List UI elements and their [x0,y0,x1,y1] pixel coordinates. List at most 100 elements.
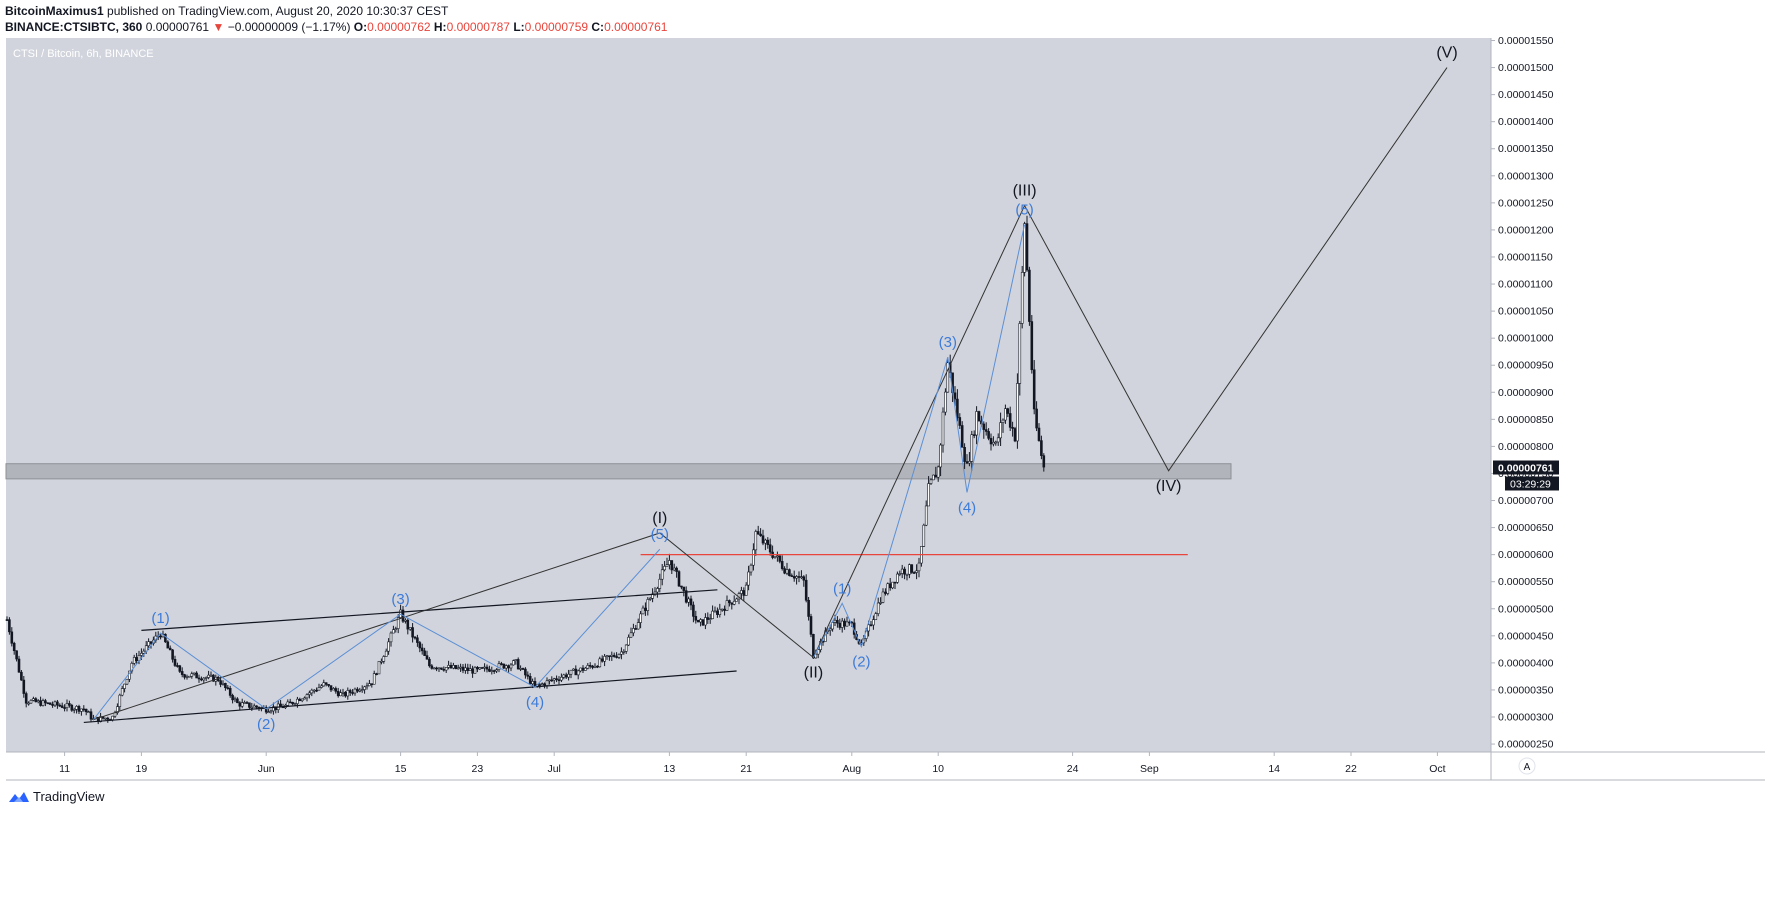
candle-body [418,642,422,649]
candle-body [972,434,976,436]
candle-body [545,680,549,686]
candle-body [533,681,537,687]
candle-body [687,598,690,603]
candle-body [207,674,210,678]
y-tick-label: 0.00000250 [1498,739,1554,751]
low-label: L: [513,20,525,34]
candle-body [584,667,587,671]
candle-body [629,632,633,638]
candle-body [759,533,762,537]
candle-body [543,683,546,686]
brand-name: TradingView [33,789,105,804]
y-tick-label: 0.00001050 [1498,306,1554,318]
candle-body [17,658,21,673]
candle-body [569,669,573,675]
candle-body [521,668,525,670]
candle-body [197,677,201,680]
candle-body [891,581,894,589]
candle-body [548,679,551,682]
candle-body [178,665,182,672]
price-axis[interactable] [1491,38,1765,752]
candle-body [336,691,340,697]
candle-body [958,417,962,426]
candle-body [1006,408,1010,414]
candle-body [516,659,520,670]
candle-body [790,575,794,577]
chart-pane[interactable] [6,38,1491,752]
y-tick-label: 0.00000650 [1498,522,1554,534]
candle-body [845,621,849,627]
last-price: 0.00000761 [145,20,210,34]
candle-body [60,705,64,708]
candle-body [48,702,52,705]
candle-body [212,674,215,682]
wave-major-label-3: (III) [1013,183,1037,200]
candle-body [428,658,431,667]
candle-body [264,707,268,713]
price-tag-box [1493,460,1559,475]
close-value: 0.00000761 [604,20,668,34]
candle-body [442,668,446,671]
candle-body [900,568,904,574]
candle-body [752,549,755,566]
x-tick-label: Aug [842,763,861,775]
candle-body [58,704,62,707]
candle-body [240,702,244,707]
candle-body [802,576,806,581]
candle-body [893,581,897,584]
wave-minor-2-path [812,224,1026,658]
candle-body [377,661,381,675]
candle-body [478,667,482,670]
candle-body [10,631,14,644]
candle-body [704,617,707,626]
candle-body [788,569,791,576]
author-name[interactable]: BitcoinMaximus1 [5,4,104,18]
y-tick-label: 0.00000450 [1498,630,1554,642]
auto-scale-button[interactable] [1518,757,1536,775]
candle-body [941,411,945,446]
candle-body [960,425,964,448]
candle-body [358,689,362,692]
candle-body [840,620,844,628]
x-tick-label: 10 [932,763,944,775]
candle-body [761,535,765,544]
candle-body [528,676,532,685]
y-tick-label: 0.00000500 [1498,603,1554,615]
candle-body [915,570,918,573]
candle-body [644,607,647,611]
open-value: 0.00000762 [367,20,431,34]
candle-body [39,700,42,706]
candle-body [209,674,213,677]
x-tick-label: 15 [395,763,407,775]
candle-body [1020,272,1024,324]
candle-body [648,598,652,600]
candle-body [944,391,947,413]
candle-body [500,663,503,665]
wave-minor-1-label-3: (3) [391,591,409,608]
x-tick-label: 22 [1345,763,1357,775]
y-tick-label: 0.00001550 [1498,35,1554,47]
candle-body [956,398,959,418]
candle-body [171,649,174,660]
candle-body [84,708,88,713]
footer-brand[interactable]: TradingView [8,789,105,804]
candle-body [634,628,638,630]
wave-major-label-5: (V) [1436,45,1457,62]
candle-body [248,702,251,708]
candle-body [195,672,198,679]
candle-body [581,667,585,671]
candle-body [449,665,453,669]
candle-body [372,673,376,685]
candle-body [744,584,748,596]
y-tick-label: 0.00001500 [1498,62,1554,74]
symbol-label: BINANCE:CTSIBTC, 360 [5,20,143,34]
candle-body [406,619,410,630]
wave-minor-2-label-3: (3) [939,334,957,351]
wave-major-label-4: (IV) [1156,478,1182,495]
x-tick-label: 24 [1067,763,1079,775]
candle-body [701,619,705,626]
candle-body [932,474,935,481]
candle-body [27,702,30,705]
candle-body [699,619,702,623]
